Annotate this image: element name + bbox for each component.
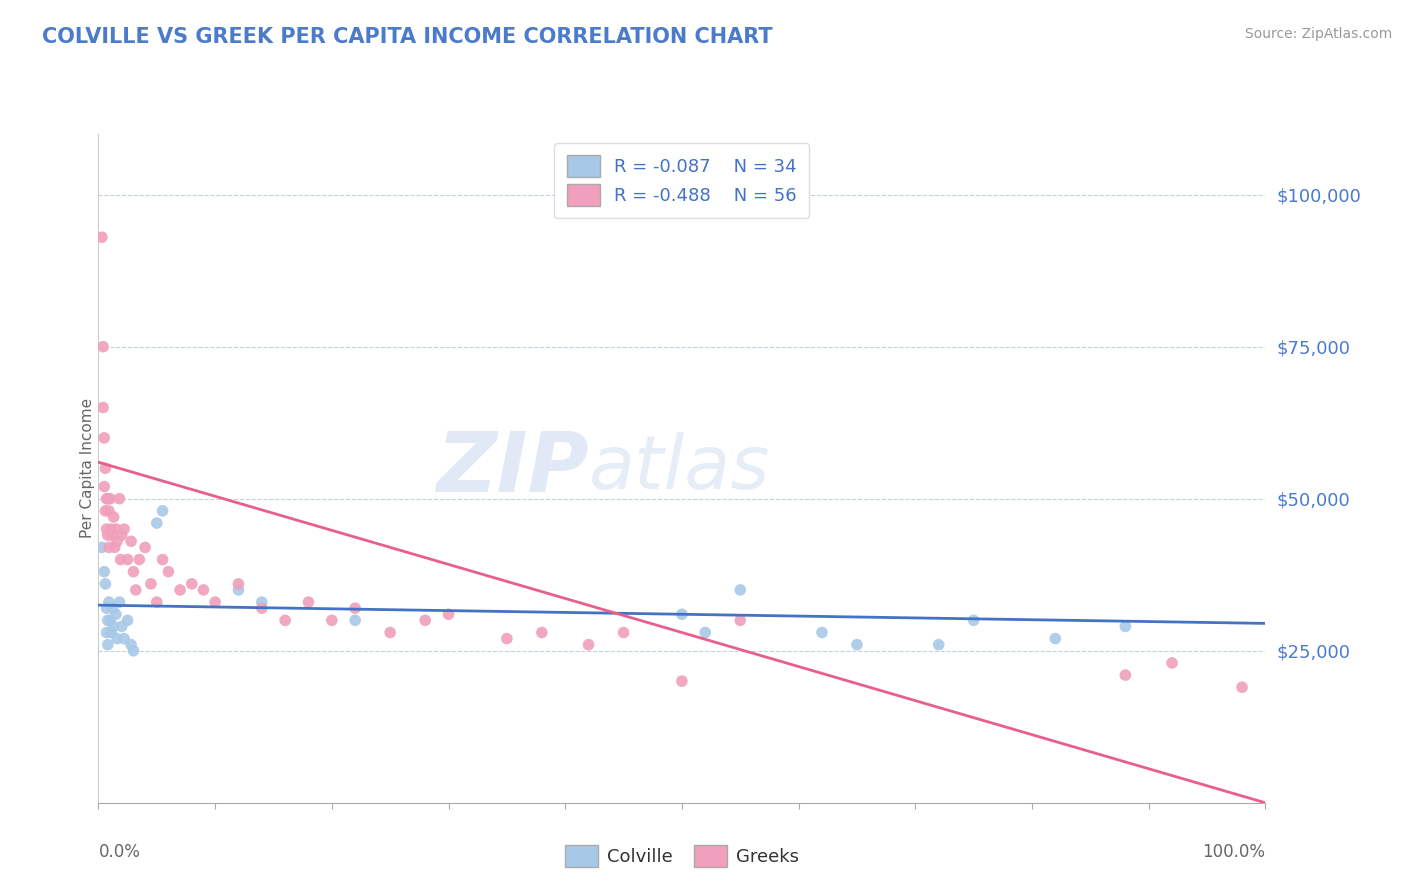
Point	[578, 638, 600, 652]
Point	[152, 504, 174, 518]
Point	[730, 582, 752, 597]
Point	[108, 491, 131, 506]
Point	[104, 522, 127, 536]
Point	[122, 644, 145, 658]
Point	[97, 638, 120, 652]
Point	[97, 595, 120, 609]
Point	[193, 582, 215, 597]
Point	[90, 541, 112, 555]
Point	[730, 613, 752, 627]
Point	[122, 565, 145, 579]
Point	[97, 504, 120, 518]
Point	[103, 619, 125, 633]
Point	[344, 601, 367, 615]
Point	[612, 625, 634, 640]
Point	[157, 565, 180, 579]
Point	[97, 613, 120, 627]
Point	[228, 582, 250, 597]
Point	[96, 522, 118, 536]
Point	[437, 607, 460, 622]
Point	[139, 577, 162, 591]
Point	[125, 582, 148, 597]
Point	[297, 595, 319, 609]
Point	[94, 504, 117, 518]
Point	[845, 638, 868, 652]
Text: COLVILLE VS GREEK PER CAPITA INCOME CORRELATION CHART: COLVILLE VS GREEK PER CAPITA INCOME CORR…	[42, 27, 773, 46]
Point	[96, 601, 118, 615]
Point	[104, 607, 127, 622]
Text: 0.0%: 0.0%	[98, 843, 141, 861]
Point	[120, 534, 142, 549]
Point	[105, 632, 128, 646]
Point	[530, 625, 553, 640]
Point	[250, 595, 273, 609]
Point	[98, 491, 121, 506]
Point	[321, 613, 343, 627]
Point	[94, 577, 117, 591]
Point	[811, 625, 834, 640]
Y-axis label: Per Capita Income: Per Capita Income	[80, 398, 94, 539]
Point	[93, 431, 115, 445]
Point	[128, 552, 150, 566]
Point	[100, 625, 122, 640]
Point	[274, 613, 297, 627]
Point	[105, 534, 128, 549]
Point	[250, 601, 273, 615]
Text: ZIP: ZIP	[436, 428, 589, 508]
Point	[1230, 680, 1253, 694]
Point	[1161, 656, 1184, 670]
Point	[101, 601, 124, 615]
Point	[112, 632, 135, 646]
Point	[100, 522, 122, 536]
Point	[97, 541, 120, 555]
Point	[94, 461, 117, 475]
Point	[1114, 668, 1136, 682]
Point	[104, 541, 127, 555]
Text: 100.0%: 100.0%	[1202, 843, 1265, 861]
Point	[111, 528, 134, 542]
Point	[91, 401, 114, 415]
Point	[169, 582, 191, 597]
Point	[117, 613, 139, 627]
Point	[96, 491, 118, 506]
Point	[110, 552, 132, 566]
Point	[97, 491, 120, 506]
Point	[495, 632, 517, 646]
Point	[120, 638, 142, 652]
Point	[93, 479, 115, 493]
Point	[180, 577, 202, 591]
Point	[344, 613, 367, 627]
Point	[96, 625, 118, 640]
Point	[695, 625, 717, 640]
Point	[146, 516, 169, 530]
Point	[117, 552, 139, 566]
Point	[103, 510, 125, 524]
Point	[413, 613, 436, 627]
Point	[146, 595, 169, 609]
Legend: Colville, Greeks: Colville, Greeks	[558, 838, 806, 874]
Point	[228, 577, 250, 591]
Point	[93, 565, 115, 579]
Text: atlas: atlas	[589, 433, 770, 504]
Point	[108, 595, 131, 609]
Point	[671, 674, 693, 689]
Point	[1114, 619, 1136, 633]
Point	[1045, 632, 1067, 646]
Point	[101, 528, 124, 542]
Point	[152, 552, 174, 566]
Point	[97, 528, 120, 542]
Point	[98, 613, 121, 627]
Point	[204, 595, 226, 609]
Point	[378, 625, 402, 640]
Point	[671, 607, 693, 622]
Point	[134, 541, 156, 555]
Point	[928, 638, 950, 652]
Point	[90, 230, 112, 244]
Point	[111, 619, 134, 633]
Point	[91, 340, 114, 354]
Point	[112, 522, 135, 536]
Point	[962, 613, 984, 627]
Text: Source: ZipAtlas.com: Source: ZipAtlas.com	[1244, 27, 1392, 41]
